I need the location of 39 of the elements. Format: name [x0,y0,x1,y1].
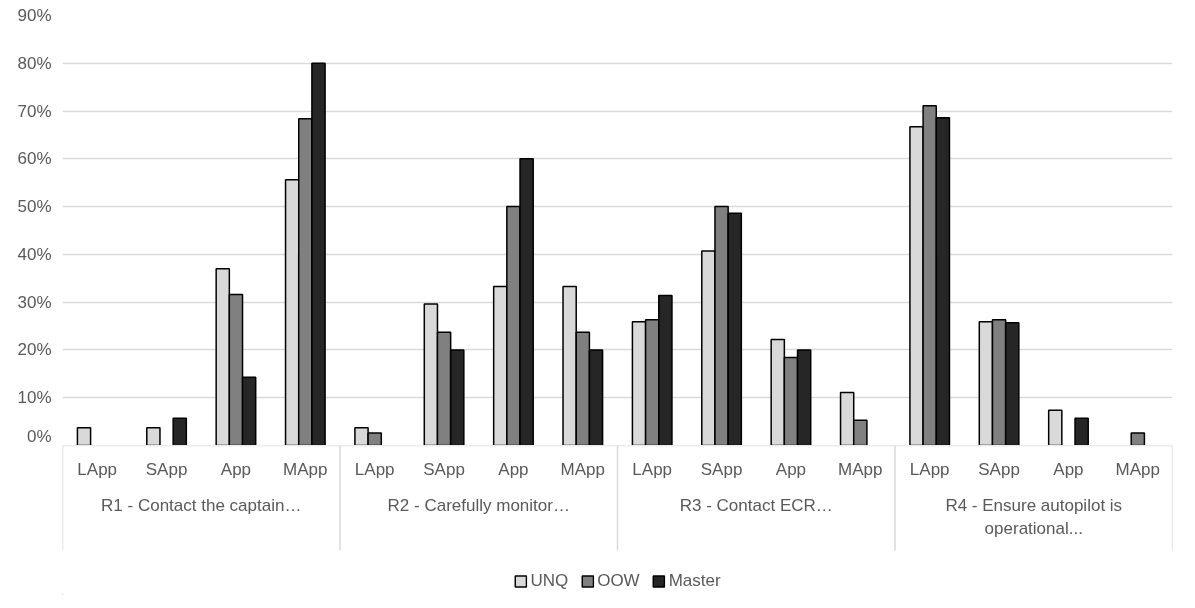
x-tick-label: MApp [560,459,606,479]
y-tick-label: 0% [26,426,52,446]
bar [1074,417,1089,445]
bar [1047,409,1063,445]
x-tick-label: SApp [700,459,743,479]
text: R2 - Carefully monitor… [387,495,570,515]
x-tick-label: App [775,459,807,479]
text: R4 - Ensure autopilot is operational... [945,495,1123,539]
text: R3 - Contact ECR… [679,495,833,515]
text: R1 - Contact the captain… [101,495,302,515]
x-tick-label: MApp [283,459,328,479]
x-tick-label: LApp [354,459,395,479]
x-tick-label: LApp [909,459,950,479]
x-tick-label: SApp [423,459,465,479]
legend-label: Master [668,571,721,591]
x-tick-label: SApp [145,459,188,479]
y-tick-label: 60% [17,149,52,169]
bar [1130,432,1146,445]
x-tick-label: MApp [1115,459,1161,479]
y-tick-label: 40% [17,244,52,264]
legend-label: OOW [597,571,640,591]
y-tick-label: 30% [17,292,52,312]
y-tick-label: 10% [17,388,52,408]
y-tick-label: 70% [17,101,52,121]
y-tick-label: 50% [17,197,52,217]
y-tick-label: 90% [17,6,52,25]
x-tick-label: MApp [838,459,883,479]
x-tick-label: App [498,459,529,479]
x-tick-label: LApp [77,459,118,479]
legend-label: UNQ [530,571,569,591]
y-tick-label: 20% [17,340,52,360]
x-tick-label: App [220,459,252,479]
x-tick-label: SApp [978,459,1020,479]
bar [76,427,92,445]
bar [146,427,161,445]
x-tick-label: App [1053,459,1084,479]
x-tick-label: LApp [632,459,673,479]
bar [172,417,188,445]
y-tick-label: 80% [17,53,52,73]
